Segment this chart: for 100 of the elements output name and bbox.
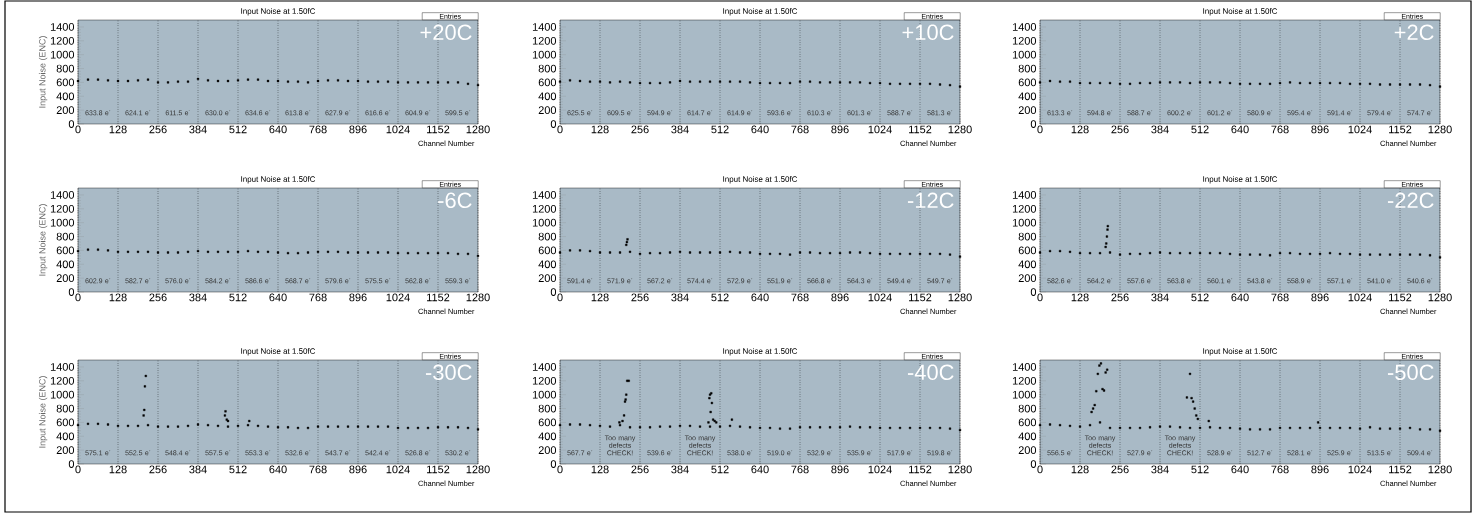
y-tick-label: 0 [550,460,557,468]
y-tick-label: 1200 [50,204,75,213]
x-tick-label: 384 [671,465,689,474]
x-tick-label: 896 [349,125,367,134]
y-tick-label: 1200 [1012,376,1037,385]
y-tick-label: 600 [56,418,75,427]
annotation: -40C [907,364,954,381]
annotation: -22C [1387,192,1434,209]
y-tick-label: 600 [56,246,75,255]
y-tick-label: 1000 [532,218,557,227]
x-tick-label: 1024 [386,125,410,134]
x-tick-label: 1024 [1348,465,1372,474]
x-tick-label: 256 [1111,293,1129,302]
x-tick-label: 256 [631,293,649,302]
y-tick-label: 1000 [50,50,75,59]
x-tick-label: 640 [751,293,769,302]
x-tick-label: 896 [831,293,849,302]
y-tick-label: 400 [1018,260,1037,269]
x-tick-label: 1024 [1348,125,1372,134]
y-tick-label: 1000 [1012,218,1037,227]
y-tick-label: 1400 [1012,23,1037,31]
x-tick-label: 256 [1111,125,1129,134]
x-tick-label: 512 [229,293,247,302]
y-tick-label: 800 [56,64,75,73]
y-tick-label: 1400 [532,23,557,31]
y-tick-label: 0 [68,288,75,296]
x-tick-label: 896 [831,465,849,474]
y-tick-label: 800 [538,232,557,241]
y-tick-label: 200 [56,106,75,115]
y-tick-label: 1400 [532,363,557,371]
x-tick-label: 0 [75,465,81,474]
y-tick-label: 1200 [1012,36,1037,45]
x-tick-label: 128 [1071,465,1089,474]
y-tick-label: 1400 [50,191,75,199]
x-tick-label: 1280 [466,465,490,474]
x-tick-label: 384 [1151,293,1169,302]
x-tick-label: 384 [189,465,207,474]
x-tick-label: 1024 [868,125,892,134]
y-tick-label: 1000 [1012,50,1037,59]
x-tick-label: 384 [1151,465,1169,474]
x-tick-label: 384 [671,293,689,302]
y-tick-label: 400 [56,260,75,269]
y-tick-label: 0 [1030,460,1037,468]
y-tick-label: 400 [1018,92,1037,101]
x-tick-label: 640 [751,125,769,134]
x-tick-label: 768 [791,293,809,302]
x-tick-label: 512 [711,293,729,302]
x-tick-label: 640 [269,465,287,474]
y-axis-title: Input Noise (ENC) [38,204,48,276]
y-tick-label: 800 [56,404,75,413]
y-tick-label: 800 [1018,64,1037,73]
x-tick-label: 1152 [909,465,932,474]
y-tick-label: 0 [550,288,557,296]
y-tick-label: 1000 [532,390,557,399]
x-tick-label: 512 [711,125,729,134]
x-tick-label: 1280 [1428,125,1452,134]
y-tick-label: 1400 [1012,191,1037,199]
x-tick-label: 1152 [427,465,450,474]
y-tick-label: 1200 [50,36,75,45]
x-tick-label: 128 [1071,293,1089,302]
x-tick-label: 256 [631,125,649,134]
y-tick-label: 600 [1018,246,1037,255]
x-tick-label: 640 [1231,125,1249,134]
y-tick-label: 400 [538,432,557,441]
x-tick-label: 1280 [1428,293,1452,302]
x-tick-label: 0 [1037,293,1043,302]
x-tick-label: 896 [831,125,849,134]
y-tick-label: 600 [1018,78,1037,87]
x-tick-label: 768 [791,125,809,134]
x-tick-label: 1024 [386,293,410,302]
x-tick-label: 256 [149,293,167,302]
y-tick-label: 400 [538,92,557,101]
x-tick-label: 1152 [1389,125,1412,134]
annotation: +20C [420,24,472,41]
y-tick-label: 400 [1018,432,1037,441]
y-tick-label: 600 [538,418,557,427]
x-tick-label: 896 [1311,293,1329,302]
x-tick-label: 256 [149,125,167,134]
y-tick-label: 200 [538,446,557,455]
y-tick-label: 1200 [532,204,557,213]
y-tick-label: 800 [1018,404,1037,413]
y-tick-label: 800 [56,232,75,241]
x-tick-label: 1152 [1389,293,1412,302]
annotation: -50C [1387,364,1434,381]
x-tick-label: 0 [75,293,81,302]
y-tick-label: 200 [538,274,557,283]
x-tick-label: 768 [309,293,327,302]
y-tick-label: 200 [1018,106,1037,115]
x-tick-label: 1152 [909,125,932,134]
y-tick-label: 600 [538,78,557,87]
x-tick-label: 0 [1037,465,1043,474]
x-tick-label: 1152 [427,125,450,134]
x-tick-label: 512 [1191,293,1209,302]
x-tick-label: 128 [109,293,127,302]
x-tick-label: 256 [1111,465,1129,474]
x-tick-label: 128 [591,465,609,474]
x-tick-label: 0 [557,125,563,134]
y-tick-label: 0 [68,120,75,128]
x-tick-label: 1152 [427,293,450,302]
x-tick-label: 896 [349,465,367,474]
